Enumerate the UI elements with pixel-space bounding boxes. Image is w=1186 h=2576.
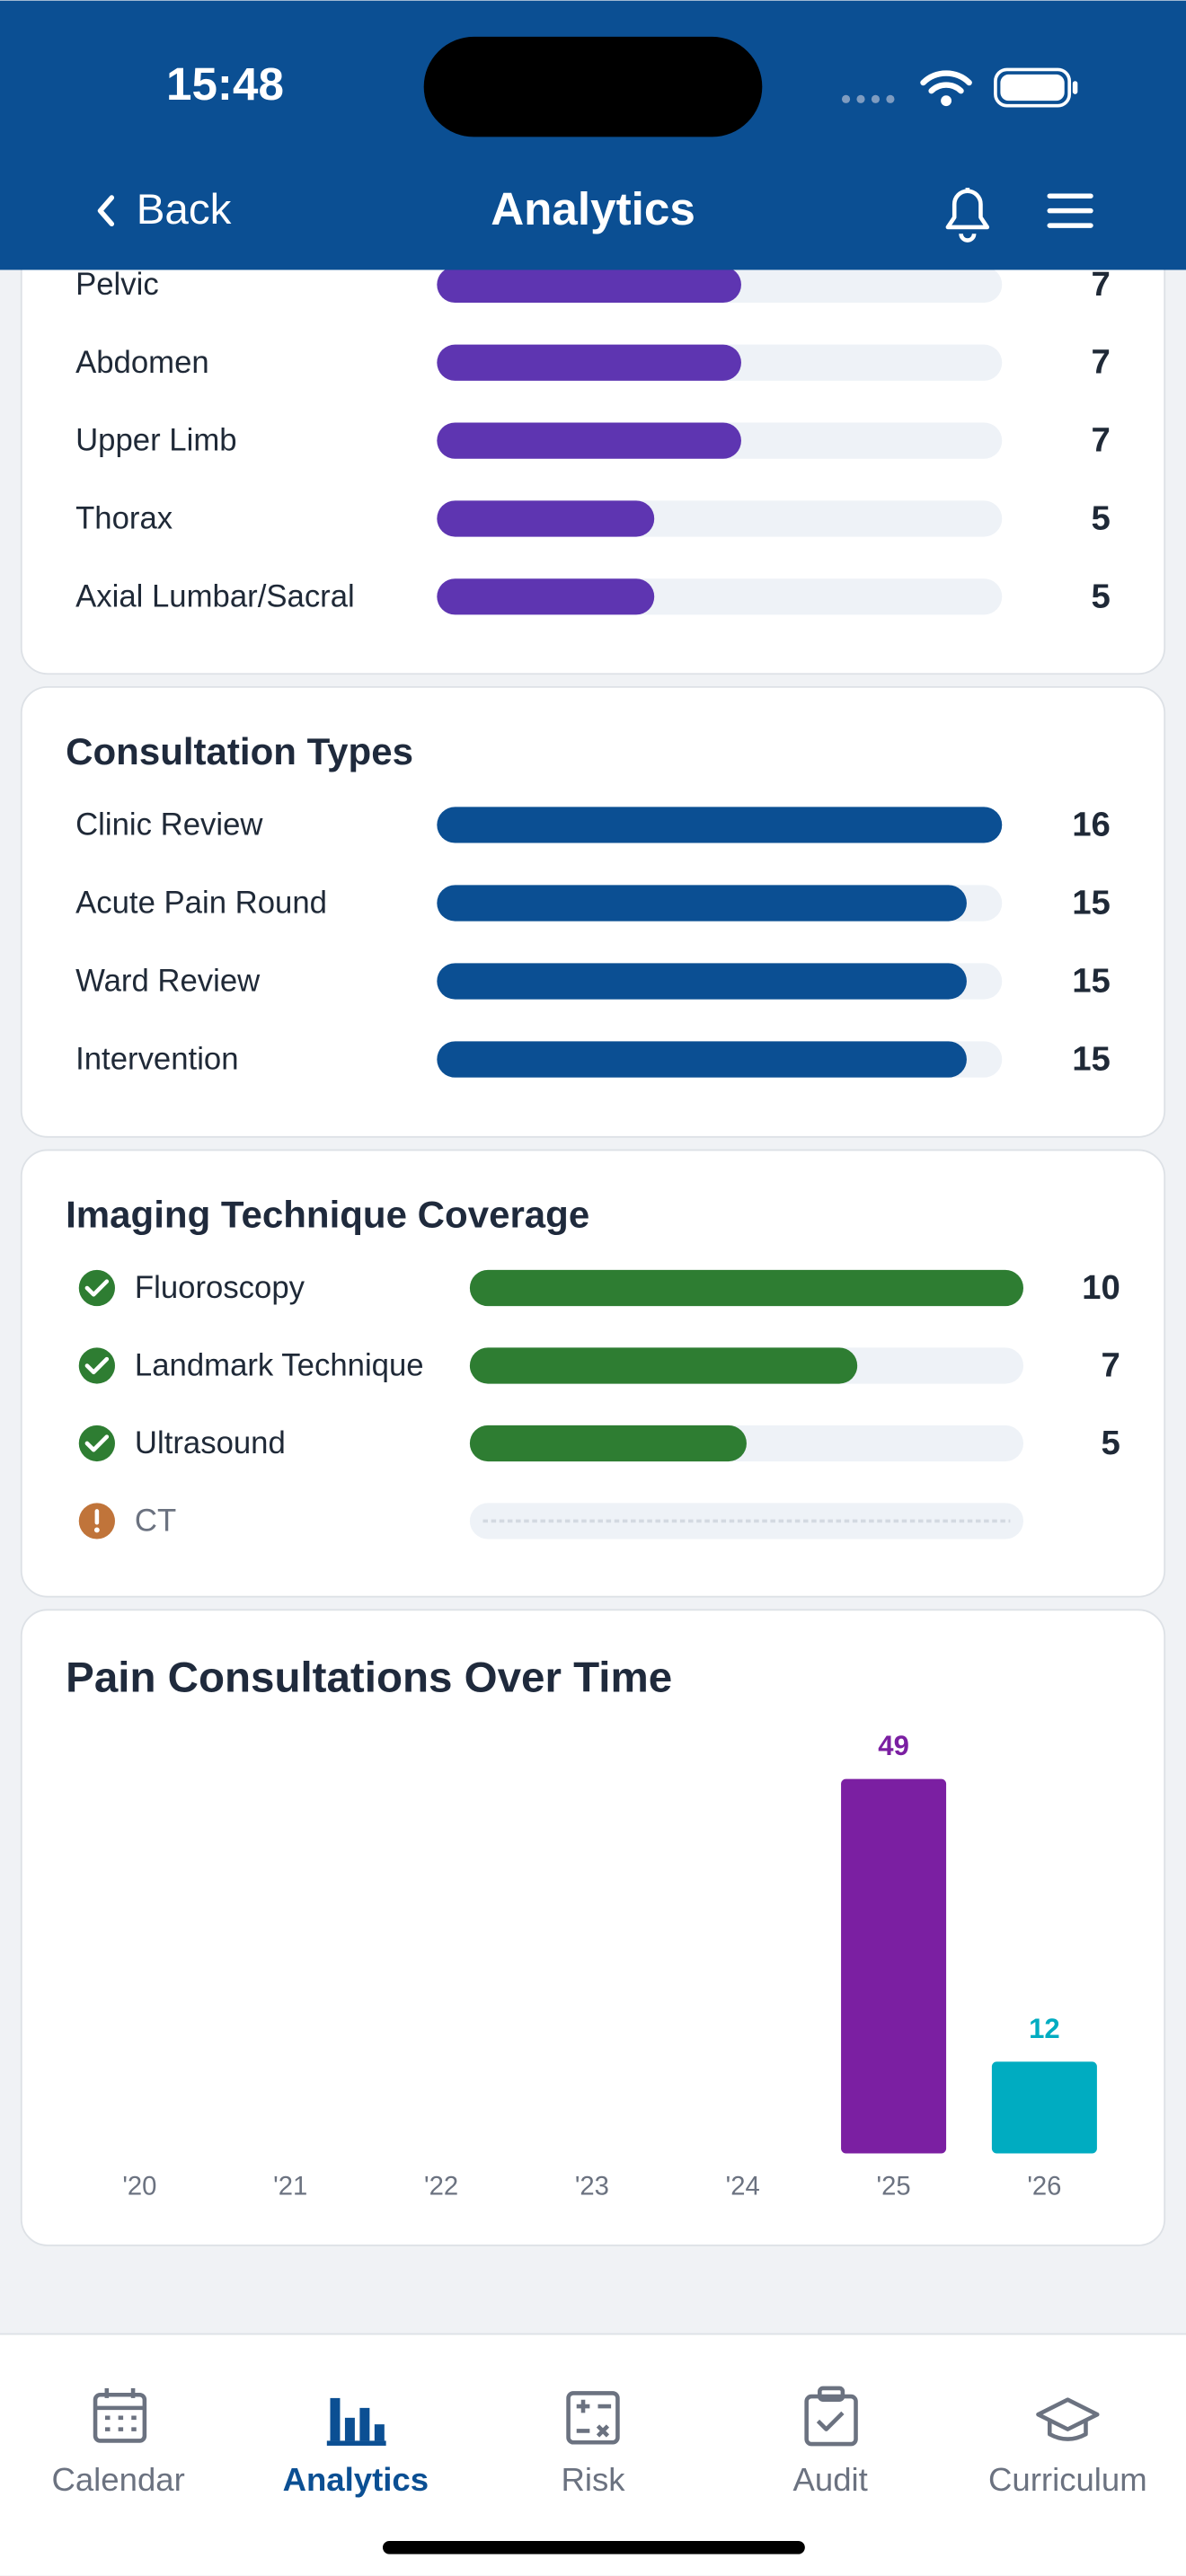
bar-fill (437, 963, 967, 1000)
battery-level (1000, 74, 1065, 101)
back-button[interactable]: Back (137, 186, 232, 234)
row-label: Clinic Review (75, 807, 263, 842)
bar-fill (437, 422, 741, 459)
tab-label[interactable]: Calendar (51, 2461, 184, 2498)
row-value: 10 (1082, 1268, 1120, 1307)
status-time: 15:48 (166, 58, 284, 110)
calendar-icon (93, 2387, 147, 2443)
row-label: Intervention (75, 1043, 238, 1077)
tab-label[interactable]: Analytics (283, 2461, 429, 2498)
bar-fill (469, 1347, 858, 1384)
row-label: Upper Limb (75, 424, 236, 458)
card-title: Imaging Technique Coverage (66, 1193, 589, 1235)
curriculum-icon (1036, 2397, 1100, 2441)
row-label: Pelvic (75, 268, 159, 302)
row-label: CT (135, 1504, 176, 1538)
menu-icon[interactable] (1047, 193, 1093, 228)
bar-fill (437, 1041, 967, 1078)
check-icon (78, 1347, 115, 1384)
check-mark (84, 1356, 110, 1375)
row-label: Landmark Technique (135, 1348, 424, 1382)
x-tick-label: '24 (726, 2173, 760, 2201)
row-label: Axial Lumbar/Sacral (75, 579, 355, 613)
home-indicator (382, 2540, 805, 2554)
nav-title: Analytics (491, 183, 695, 234)
tab-bar-bg (0, 2333, 1186, 2576)
x-tick-label: '20 (122, 2173, 156, 2201)
x-tick-label: '22 (424, 2173, 458, 2201)
check-icon (78, 1269, 115, 1307)
tab-label[interactable]: Curriculum (988, 2461, 1147, 2498)
check-mark (84, 1434, 110, 1452)
bar-fill (437, 885, 967, 922)
battery-icon (994, 67, 1072, 108)
row-value: 7 (1092, 343, 1111, 382)
row-label: Acute Pain Round (75, 886, 327, 920)
check-mark (84, 1279, 110, 1297)
row-label: Fluoroscopy (135, 1271, 305, 1305)
tab-label[interactable]: Audit (793, 2461, 868, 2498)
wifi-icon (920, 70, 972, 107)
row-label: Thorax (75, 501, 173, 535)
row-value: 16 (1072, 805, 1111, 843)
bar-fill (437, 807, 1003, 843)
content: Pelvic 7 Abdomen 7 Upper Limb 7 Thorax 5 Axial L… (75, 265, 1120, 2201)
header: 15:48 Back Analytics (0, 0, 1186, 270)
bar (991, 2061, 1097, 2154)
row-label: Ward Review (75, 964, 261, 998)
bar-value-label: 49 (878, 1730, 909, 1761)
warning-dot (93, 1527, 100, 1533)
bar-fill (437, 266, 741, 304)
battery-tip (1072, 81, 1078, 94)
row-value: 5 (1092, 498, 1111, 537)
row-label: Abdomen (75, 346, 209, 380)
bar-fill (437, 500, 655, 537)
row-value: 15 (1072, 883, 1111, 922)
row-value: 15 (1072, 961, 1111, 1000)
back-chevron[interactable] (97, 195, 115, 227)
bar-fill (437, 344, 741, 381)
row-value: 5 (1102, 1424, 1120, 1462)
x-tick-label: '21 (273, 2173, 307, 2201)
bell-icon[interactable] (945, 188, 990, 243)
bar (841, 1778, 947, 2154)
row-value: 7 (1092, 265, 1111, 304)
row-value: 7 (1092, 421, 1111, 460)
signal-icon (841, 94, 895, 103)
audit-icon (804, 2386, 858, 2447)
card-title: Consultation Types (66, 730, 413, 772)
tab-bar: Calendar Analytics Risk Audit Curriculum (0, 2333, 1186, 2576)
check-icon (78, 1425, 115, 1462)
row-value: 15 (1072, 1039, 1111, 1078)
row-label: Ultrasound (135, 1426, 286, 1460)
analytics-icon (326, 2397, 386, 2446)
bar-value-label: 12 (1029, 2013, 1060, 2044)
tab-label[interactable]: Risk (561, 2461, 625, 2498)
chart-title: Pain Consultations Over Time (66, 1654, 672, 1702)
x-tick-label: '23 (575, 2173, 609, 2201)
bar-fill (437, 578, 655, 615)
row-value: 7 (1102, 1345, 1120, 1384)
x-tick-label: '26 (1027, 2173, 1061, 2201)
row-value: 5 (1092, 577, 1111, 615)
bar-fill (469, 1425, 747, 1462)
dynamic-island (423, 36, 763, 137)
risk-icon (566, 2391, 620, 2445)
x-tick-label: '25 (877, 2173, 911, 2201)
bar-fill (469, 1269, 1024, 1307)
